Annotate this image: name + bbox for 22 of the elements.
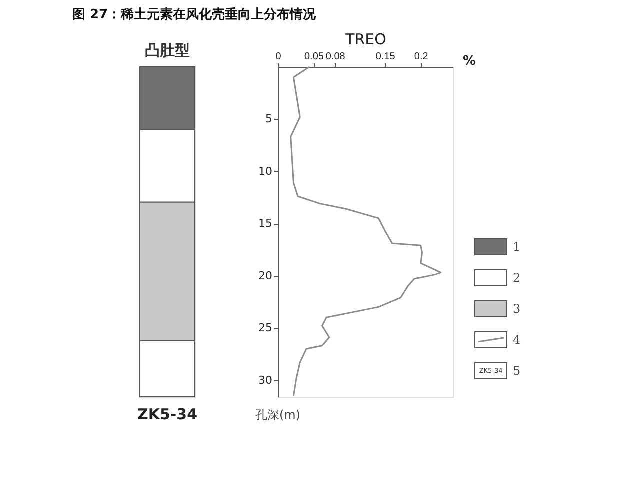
x-tick-label: 0.2: [414, 52, 429, 62]
legend-label: 4: [513, 333, 521, 347]
y-tick-label: 30: [258, 374, 272, 387]
legend-label: 3: [513, 302, 521, 316]
y-tick-label: 5: [266, 112, 272, 126]
chart-title: 凸肚型: [145, 42, 190, 60]
line-series: [290, 66, 442, 397]
y-axis-title: 孔深(m): [255, 408, 301, 422]
text: %: [463, 54, 476, 69]
x-tick-label: 0.08: [326, 52, 346, 62]
y-tick-label: 20: [258, 269, 272, 282]
y-tick-label: 10: [258, 164, 272, 178]
legend-label: 2: [513, 271, 521, 285]
legend-label: 1: [513, 240, 521, 254]
x-tick-label: 0.05: [304, 52, 324, 62]
x-tick-label: 0: [276, 52, 282, 62]
y-tick-label: 25: [258, 322, 272, 335]
x-tick-label: 0.15: [376, 52, 396, 62]
chart-title: 图 27：稀土元素在风化壳垂向上分布情况: [72, 6, 318, 22]
text: 5: [513, 364, 521, 378]
x-axis-title: TREO: [344, 30, 386, 48]
y-tick-label: 15: [258, 217, 272, 230]
